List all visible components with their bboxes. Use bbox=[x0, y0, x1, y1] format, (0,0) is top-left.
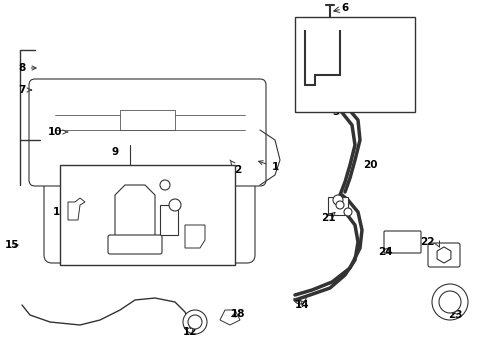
Text: 6: 6 bbox=[342, 3, 348, 13]
Polygon shape bbox=[220, 310, 240, 325]
Circle shape bbox=[344, 208, 352, 216]
Text: 20: 20 bbox=[363, 160, 377, 170]
Circle shape bbox=[108, 238, 112, 242]
Text: 10: 10 bbox=[48, 127, 68, 137]
Circle shape bbox=[160, 180, 170, 190]
Text: 14: 14 bbox=[294, 300, 309, 310]
Circle shape bbox=[213, 193, 217, 197]
Bar bbox=[60, 165, 235, 265]
FancyBboxPatch shape bbox=[29, 79, 266, 186]
FancyBboxPatch shape bbox=[384, 231, 421, 253]
Circle shape bbox=[147, 197, 163, 213]
Polygon shape bbox=[68, 198, 85, 220]
Circle shape bbox=[198, 238, 202, 242]
Circle shape bbox=[336, 201, 344, 209]
Text: 7: 7 bbox=[18, 85, 31, 95]
Circle shape bbox=[80, 205, 100, 225]
Text: 18: 18 bbox=[231, 309, 245, 319]
Text: 4: 4 bbox=[329, 50, 359, 63]
Bar bbox=[160, 205, 178, 235]
Text: 13: 13 bbox=[169, 177, 189, 187]
Text: 2: 2 bbox=[230, 160, 242, 175]
FancyBboxPatch shape bbox=[44, 172, 255, 263]
Text: 23: 23 bbox=[448, 310, 462, 320]
Circle shape bbox=[169, 199, 181, 211]
Bar bbox=[328, 197, 348, 215]
Text: 19: 19 bbox=[178, 237, 192, 247]
Text: 15: 15 bbox=[5, 240, 19, 250]
Text: 11: 11 bbox=[171, 200, 192, 210]
Text: 9: 9 bbox=[111, 147, 119, 157]
FancyBboxPatch shape bbox=[108, 235, 162, 254]
Text: 21: 21 bbox=[321, 213, 335, 223]
Circle shape bbox=[98, 183, 102, 187]
Text: 1: 1 bbox=[259, 161, 279, 172]
Circle shape bbox=[432, 284, 468, 320]
Polygon shape bbox=[115, 185, 155, 245]
FancyBboxPatch shape bbox=[428, 243, 460, 267]
Text: 8: 8 bbox=[19, 63, 36, 73]
Circle shape bbox=[127, 177, 183, 233]
Bar bbox=[295, 17, 415, 112]
Circle shape bbox=[188, 315, 202, 329]
Circle shape bbox=[333, 195, 343, 205]
Text: 24: 24 bbox=[378, 247, 392, 257]
Circle shape bbox=[439, 291, 461, 313]
Text: 12: 12 bbox=[183, 327, 197, 337]
Polygon shape bbox=[185, 225, 205, 248]
Text: 17: 17 bbox=[73, 237, 87, 247]
Bar bbox=[120, 110, 175, 130]
Text: 16: 16 bbox=[53, 207, 71, 217]
Text: 3: 3 bbox=[326, 105, 340, 117]
Circle shape bbox=[183, 310, 207, 334]
Text: 22: 22 bbox=[420, 237, 435, 247]
Text: 5: 5 bbox=[360, 75, 373, 87]
